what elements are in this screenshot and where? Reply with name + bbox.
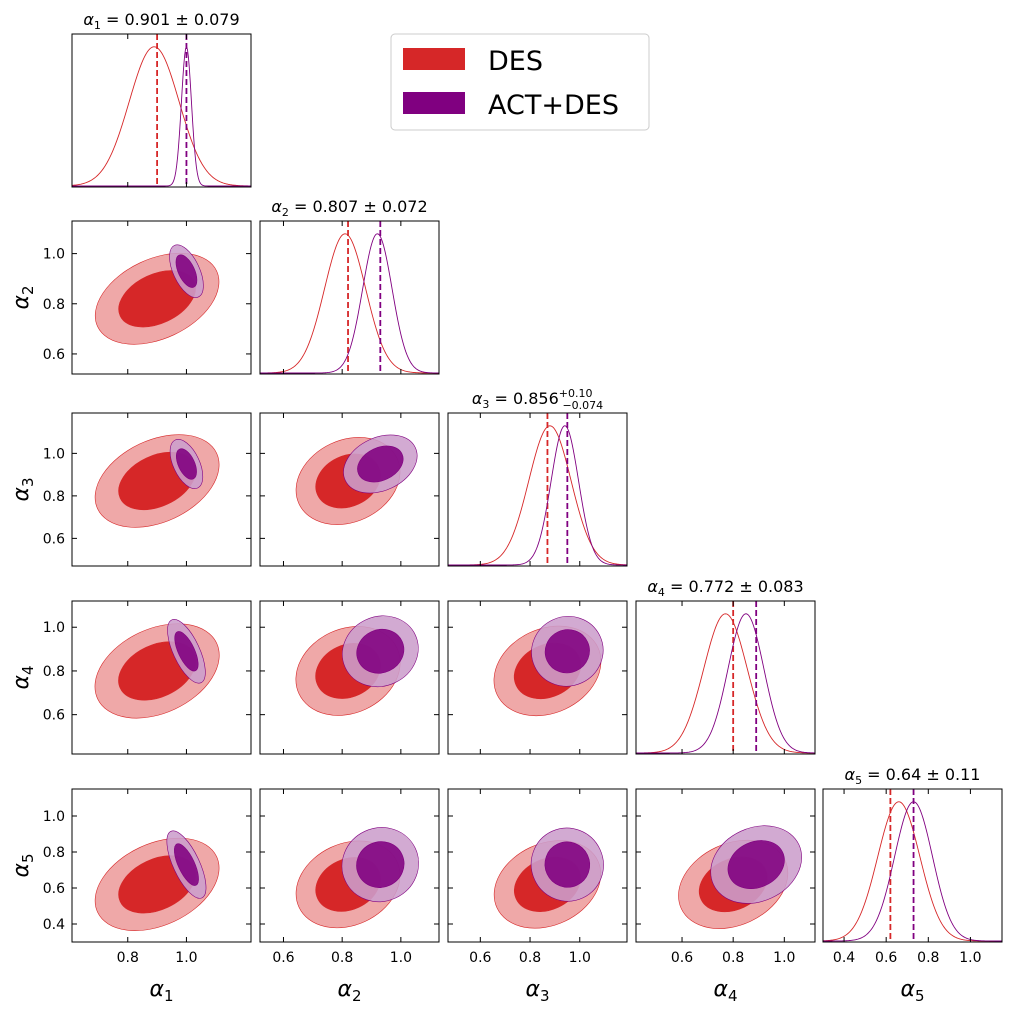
marginal-curve-des [260,233,439,374]
legend-swatch-act-des [403,92,465,114]
legend-label-des: DES [488,46,543,77]
panel-frame [71,220,252,375]
panel-5-1: 0.8 1.0 0.4 0.6 0.8 1.0 [43,788,252,966]
y-axis-label-2: α2 [9,285,37,309]
contour-68-act-des [174,843,199,886]
y-tick-label: 0.6 [43,708,65,724]
panel-3-3: α3 = 0.856+0.10 −0.074 [447,387,628,567]
panel-frame [822,788,1003,943]
y-tick-label: 0.8 [43,664,65,680]
marginal-curve-des [72,46,251,187]
legend-label-act-des: ACT+DES [488,90,619,121]
marginal-curve-des [636,613,815,754]
y-tick-label: 0.8 [43,297,65,313]
x-axis-label-5: α5 [900,977,924,1005]
marginal-curve-act-des [72,45,251,187]
y-axis-label-3: α3 [9,477,37,501]
legend-swatch-des [403,48,465,70]
x-tick-label: 0.8 [519,950,541,966]
contour-68-act-des [174,631,199,672]
legend: DES ACT+DES [390,33,650,131]
contour-68-act-des [357,445,404,483]
x-tick-label: 1.0 [569,950,591,966]
panel-5-5: α5 = 0.64 ± 0.11 0.4 0.6 0.8 1.0 [822,765,1003,966]
panel-5-4: 0.6 0.8 1.0 [635,788,816,966]
panel-frame [259,412,440,567]
panel-frame [71,33,252,188]
marginal-curve-act-des [636,613,815,754]
y-tick-label: 0.6 [43,347,65,363]
y-tick-label: 1.0 [43,620,65,636]
x-tick-label: 1.0 [773,950,795,966]
y-tick-label: 0.8 [43,845,65,861]
x-axis-label-2: α2 [337,977,361,1005]
y-tick-label: 1.0 [43,446,65,462]
x-axis-label-4: α4 [713,977,737,1005]
panel-2-2: α2 = 0.807 ± 0.072 [259,197,440,375]
x-tick-label: 1.0 [175,950,197,966]
panel-title-1: α1 = 0.901 ± 0.079 [83,10,239,32]
y-tick-label: 0.6 [43,881,65,897]
panel-5-3: 0.6 0.8 1.0 [447,788,628,966]
panel-frame [635,788,816,943]
x-axis-label-1: α1 [149,977,173,1005]
x-tick-label: 0.4 [833,950,855,966]
panel-frame [71,788,252,943]
y-axis-label-5: α5 [9,853,37,877]
panel-4-3 [447,600,628,755]
x-tick-label: 0.6 [469,950,491,966]
x-tick-label: 0.8 [722,950,744,966]
contour-68-act-des [544,841,591,888]
panels-layer: α1 = 0.901 ± 0.079 0.6 0.8 1.0 α2 = 0.807 ± … [9,10,1003,1005]
x-axis-label-3: α3 [525,977,549,1005]
marginal-curve-des [448,425,627,566]
y-tick-label: 0.8 [43,489,65,505]
contour-68-act-des [544,629,590,674]
panel-frame [71,600,252,755]
panel-title-4: α4 = 0.772 ± 0.083 [647,577,803,599]
y-tick-label: 0.6 [43,531,65,547]
x-tick-label: 1.0 [390,950,412,966]
panel-5-2: 0.6 0.8 1.0 [259,788,440,966]
panel-frame [447,412,628,567]
panel-frame [71,412,252,567]
panel-frame [259,600,440,755]
contour-68-act-des [176,448,197,480]
x-tick-label: 0.8 [917,950,939,966]
panel-frame [635,600,816,755]
panel-frame [447,600,628,755]
marginal-curve-act-des [260,233,439,374]
x-tick-label: 0.6 [671,950,693,966]
marginal-curve-act-des [448,425,627,566]
panel-4-4: α4 = 0.772 ± 0.083 [635,577,816,755]
x-tick-label: 0.8 [117,950,139,966]
y-axis-label-4: α4 [9,665,37,689]
contour-68-act-des [175,254,198,288]
x-tick-label: 0.6 [272,950,294,966]
panel-3-2 [259,412,440,567]
y-tick-label: 1.0 [43,809,65,825]
panel-frame [259,788,440,943]
panel-1-1: α1 = 0.901 ± 0.079 [71,10,252,188]
contour-68-act-des [356,628,405,674]
marginal-curve-act-des [823,801,1002,942]
panel-4-2 [259,600,440,755]
panel-frame [259,220,440,375]
x-tick-label: 1.0 [959,950,981,966]
y-tick-label: 1.0 [43,247,65,263]
panel-title-3: α3 = 0.856+0.10 −0.074 [472,387,603,412]
panel-title-2: α2 = 0.807 ± 0.072 [271,197,427,219]
panel-3-1: 0.6 0.8 1.0 [43,412,252,567]
panel-frame [447,788,628,943]
marginal-curve-des [823,801,1002,942]
panel-4-1: 0.6 0.8 1.0 [43,600,252,755]
panel-title-5: α5 = 0.64 ± 0.11 [845,765,981,787]
x-tick-label: 0.6 [875,950,897,966]
contour-68-act-des [727,840,785,889]
panel-2-1: 0.6 0.8 1.0 [43,220,252,375]
y-tick-label: 0.4 [43,917,65,933]
contour-68-act-des [356,841,405,888]
x-tick-label: 0.8 [331,950,353,966]
